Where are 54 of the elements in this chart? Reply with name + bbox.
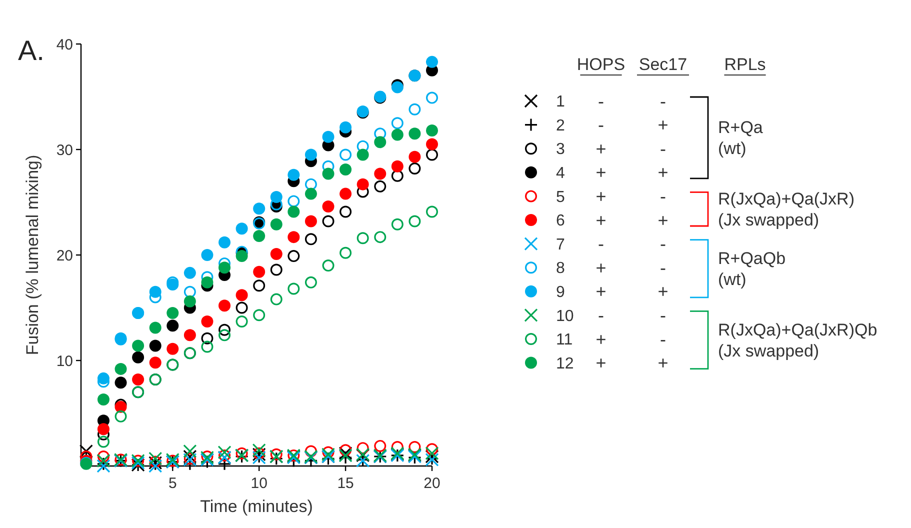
x-tick-label: 10 — [250, 475, 268, 492]
y-tick-label: 40 — [56, 36, 73, 54]
text: R(JxQa)+Qa(JxR)Qb (Jx swapped) — [718, 320, 878, 360]
legend-label: 9 — [556, 284, 565, 301]
y-axis-title: Fusion (% lumenal mixing) — [23, 154, 42, 356]
legend-label: 6 — [556, 212, 565, 230]
x-tick-label: 5 — [168, 475, 177, 492]
x-tick-label: 15 — [337, 475, 354, 492]
y-tick-label: 10 — [56, 352, 73, 370]
text: - — [660, 234, 666, 254]
text: + — [596, 282, 606, 302]
text: A. — [18, 35, 44, 66]
text: + — [658, 353, 668, 374]
text: R(JxQa)+Qa(JxR) (Jx swapped) — [718, 190, 854, 230]
text: - — [598, 91, 604, 112]
legend-label: 1 — [556, 94, 565, 111]
legend-label: 3 — [556, 141, 565, 158]
legend-label: 8 — [556, 260, 565, 278]
legend-label: 7 — [556, 236, 565, 254]
text: - — [660, 258, 666, 278]
text: Sec17 — [638, 55, 688, 74]
text: - — [660, 306, 666, 326]
legend-label: 4 — [556, 165, 565, 182]
text: + — [658, 162, 668, 183]
text: HOPS — [576, 55, 626, 74]
text: + — [596, 210, 606, 230]
x-tick-label: 20 — [424, 475, 440, 492]
text: + — [596, 162, 606, 183]
text: + — [658, 115, 668, 136]
text: - — [598, 234, 604, 254]
legend-label: 2 — [556, 117, 565, 134]
text: R+Qa (wt) — [718, 118, 764, 158]
text: + — [596, 353, 606, 374]
text: + — [596, 138, 606, 159]
legend-label: 10 — [556, 308, 574, 325]
text: - — [660, 329, 666, 350]
text: R+QaQb (wt) — [718, 249, 786, 290]
text: + — [596, 186, 606, 206]
text: + — [658, 210, 668, 230]
legend-label: 12 — [556, 355, 574, 372]
legend-label: 5 — [556, 188, 565, 206]
text: + — [596, 329, 606, 350]
text: RPLs — [724, 55, 766, 74]
y-tick-label: 20 — [56, 247, 73, 264]
text: - — [598, 306, 604, 326]
y-tick-label: 30 — [56, 142, 73, 159]
x-axis-title: Time (minutes) — [200, 497, 313, 516]
text: + — [658, 282, 668, 302]
text: - — [598, 115, 604, 136]
text: - — [660, 138, 666, 159]
text: - — [660, 186, 666, 206]
legend-label: 11 — [556, 332, 573, 349]
text: - — [660, 91, 666, 112]
text: + — [596, 258, 606, 278]
